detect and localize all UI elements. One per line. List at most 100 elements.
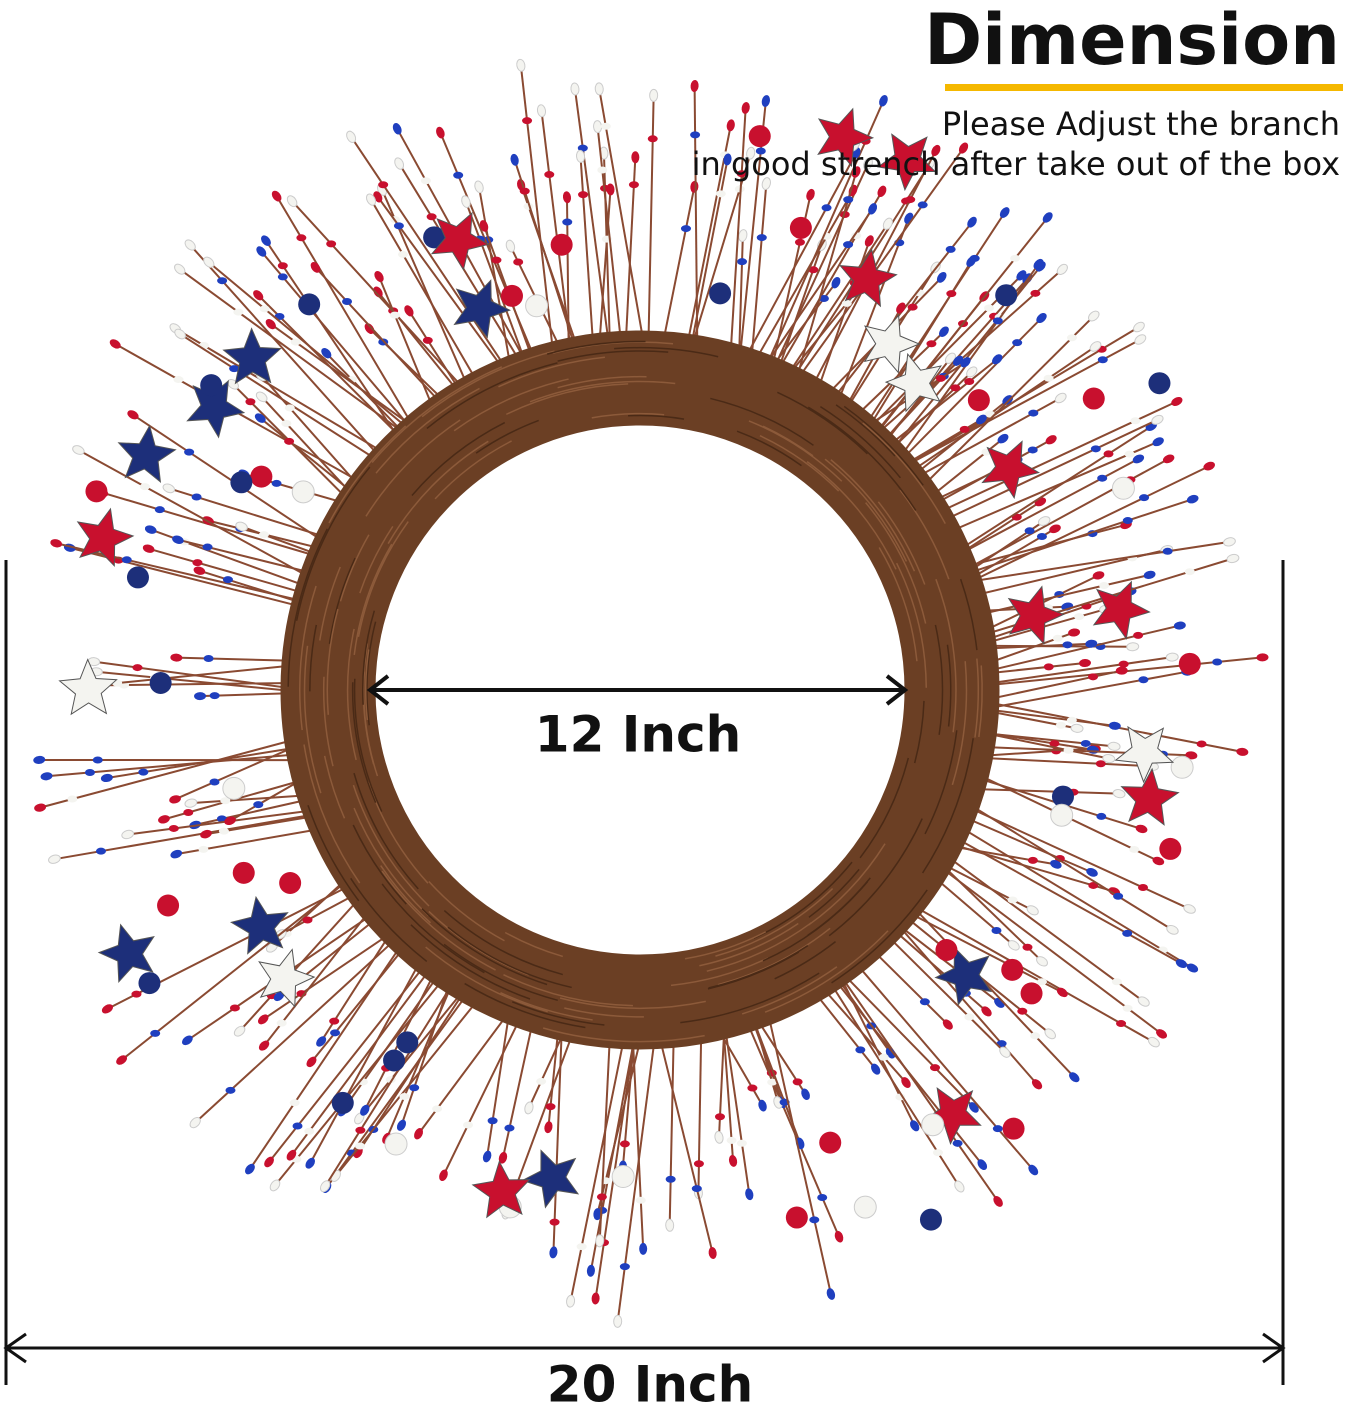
- pip-berry: [222, 576, 233, 584]
- pip-berry: [1092, 571, 1105, 580]
- pip-berry: [939, 326, 949, 337]
- vine: [748, 420, 843, 482]
- pip-berry: [631, 151, 640, 164]
- pip-berry: [1080, 739, 1091, 747]
- vine: [353, 678, 383, 812]
- pip-berry: [216, 815, 227, 823]
- pip-berry: [1054, 854, 1065, 862]
- pip-berry: [647, 135, 658, 143]
- pip-berry: [761, 177, 771, 190]
- berry: [1002, 1117, 1025, 1140]
- pip-berry: [714, 1130, 724, 1144]
- pip-berry: [189, 1117, 201, 1129]
- pip-berry: [92, 756, 103, 764]
- pip-berry: [474, 180, 484, 194]
- pip-berry: [1074, 613, 1085, 621]
- pip-berry: [109, 339, 121, 349]
- pip-berry: [999, 1046, 1011, 1058]
- pip-berry: [536, 104, 547, 118]
- pip-berry: [549, 1246, 558, 1259]
- pip-berry: [741, 102, 750, 114]
- pip-berry: [310, 262, 321, 273]
- pip-berry: [1056, 987, 1068, 998]
- pip-berry: [182, 1035, 193, 1046]
- pip-berry: [1122, 517, 1133, 525]
- berry: [384, 1132, 408, 1156]
- pip-berry: [1022, 943, 1033, 951]
- vine: [503, 974, 633, 1007]
- pip-berry: [905, 196, 916, 204]
- star: [471, 1160, 531, 1219]
- pip-berry: [202, 543, 213, 551]
- pip-berry: [1027, 446, 1038, 454]
- pip-berry: [432, 1105, 443, 1113]
- pip-berry: [277, 273, 288, 281]
- vine: [808, 843, 886, 926]
- vine: [830, 459, 916, 572]
- star: [1114, 725, 1175, 784]
- vine: [443, 909, 564, 976]
- vine: [326, 608, 339, 715]
- vine: [475, 419, 539, 454]
- pip-berry: [1045, 435, 1057, 445]
- vine: [959, 578, 978, 651]
- vine: [328, 425, 407, 524]
- vine: [346, 628, 357, 761]
- berry: [967, 389, 990, 412]
- vine: [806, 461, 897, 570]
- pip-berry: [144, 525, 157, 534]
- pip-berry: [491, 256, 502, 264]
- pip-berry: [976, 414, 987, 425]
- inner-dimension: 12 Inch: [535, 706, 741, 764]
- berry: [157, 894, 180, 917]
- pip-berry: [121, 556, 132, 564]
- pip-berry: [397, 250, 408, 258]
- vine: [741, 966, 838, 1015]
- pip-berry: [826, 1288, 836, 1300]
- pip-berry: [831, 277, 841, 289]
- star: [230, 895, 289, 955]
- vine: [859, 757, 910, 859]
- pip-berry: [690, 79, 699, 92]
- pip-berry: [562, 191, 572, 204]
- vine: [946, 644, 952, 727]
- pip-berry: [224, 816, 236, 825]
- vine: [924, 730, 958, 835]
- pip-berry: [992, 354, 1003, 365]
- pip-berry: [818, 294, 829, 302]
- berry: [709, 282, 732, 305]
- star: [1007, 585, 1065, 645]
- pip-berry: [256, 246, 267, 257]
- pip-berry: [992, 317, 1003, 325]
- pip-berry: [926, 340, 937, 348]
- pip-berry: [726, 1136, 737, 1144]
- pip-berry: [877, 185, 887, 198]
- vine: [557, 350, 669, 362]
- pip-berry: [1002, 395, 1013, 405]
- pip-berry: [747, 1084, 758, 1092]
- pip-berry: [1030, 289, 1041, 297]
- pip-berry: [864, 235, 874, 247]
- pip-berry: [1175, 959, 1188, 969]
- vine: [295, 466, 371, 621]
- vine: [498, 356, 605, 388]
- pip-berry: [1132, 454, 1145, 464]
- berry: [149, 672, 172, 695]
- vine: [421, 908, 548, 986]
- star: [521, 1149, 580, 1209]
- pip-berry: [984, 304, 995, 312]
- pip-berry: [1007, 940, 1020, 951]
- pip-berry: [414, 1128, 423, 1140]
- pip-berry: [594, 82, 604, 96]
- berry: [1082, 387, 1105, 410]
- berry: [1050, 803, 1074, 827]
- pip-berry: [498, 1151, 508, 1164]
- star: [453, 279, 511, 339]
- pip-berry: [950, 384, 961, 392]
- pip-berry: [570, 82, 580, 96]
- vine: [443, 943, 558, 1002]
- star: [934, 946, 993, 1006]
- pip-berry: [1185, 751, 1198, 760]
- pip-berry: [72, 445, 85, 455]
- pip-berry: [258, 1040, 270, 1051]
